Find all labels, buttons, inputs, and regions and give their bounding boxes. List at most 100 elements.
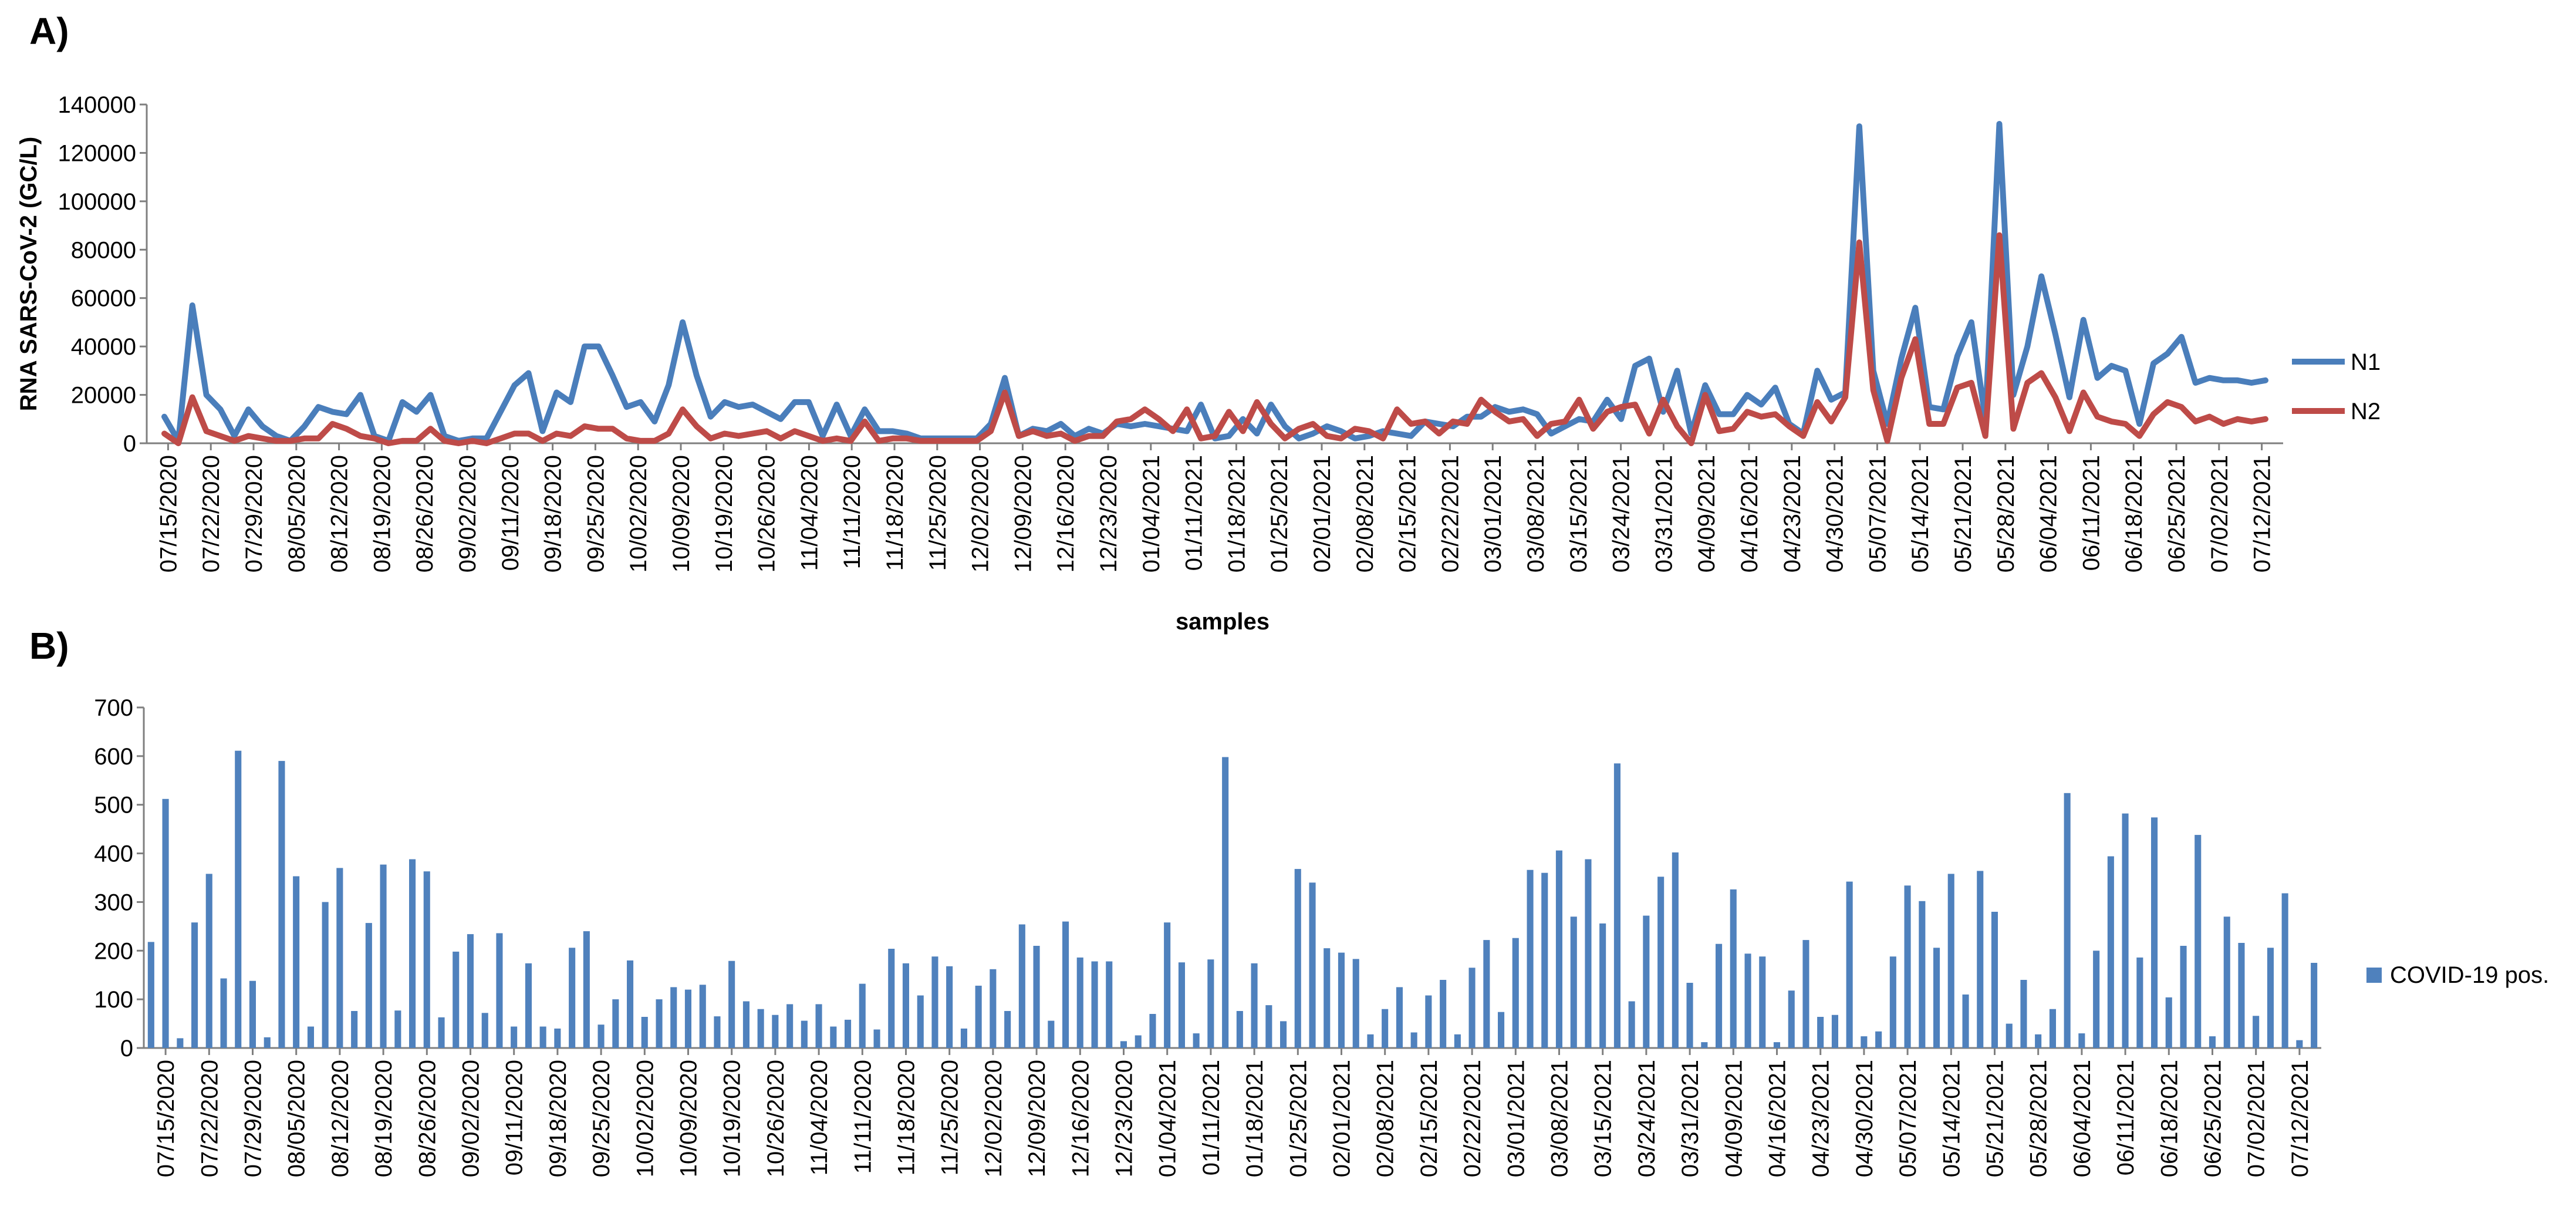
bar (322, 902, 329, 1048)
bar (2078, 1033, 2085, 1048)
panel-a-series (161, 121, 2268, 446)
panel-b-x-tick-label: 02/15/2021 (1416, 1060, 1442, 1177)
bar (525, 963, 532, 1048)
panel-a-x-tick-label: 10/09/2020 (669, 455, 694, 572)
panel-a-x-tick-label: 07/12/2021 (2250, 455, 2275, 572)
panel-b-y-tick-label: 700 (94, 695, 133, 721)
panel-b-x-tick-label: 06/11/2021 (2113, 1060, 2139, 1175)
panel-a-x-tick-label: 12/02/2020 (968, 455, 994, 572)
bar (1744, 953, 1751, 1048)
panel-a-x-tick-label: 06/04/2021 (2036, 455, 2062, 572)
legend-label-n1: N1 (2351, 349, 2381, 375)
panel-a-x-tick-label: 06/11/2021 (2078, 455, 2104, 571)
panel-b-x-tick-label: 11/11/2020 (850, 1060, 876, 1174)
bar (1207, 959, 1214, 1048)
bar (801, 1020, 808, 1048)
panel-b-x-tick-label: 01/25/2021 (1285, 1060, 1311, 1177)
bar (1018, 924, 1025, 1048)
bar (1991, 912, 1998, 1048)
panel-b-bars (147, 750, 2318, 1048)
bar (946, 966, 953, 1048)
panel-b-x-tick-label: 04/23/2021 (1808, 1060, 1834, 1177)
panel-b-x-tick-label: 07/02/2021 (2244, 1060, 2270, 1177)
panel-b-x-tick-label: 06/25/2021 (2200, 1060, 2226, 1177)
panel-a-x-tick-label: 01/04/2021 (1139, 455, 1164, 572)
panel-a-x-tick-label: 01/11/2021 (1181, 455, 1207, 571)
bar (147, 942, 154, 1048)
bar (1033, 946, 1040, 1048)
panel-a-x-tick-label: 03/08/2021 (1523, 455, 1549, 572)
bar (1193, 1033, 1200, 1048)
panel-a-x-tick-label: 11/25/2020 (925, 455, 951, 571)
bar (641, 1017, 648, 1048)
panel-a-x-tick-label: 05/28/2021 (1993, 455, 2019, 572)
series-line-n2 (161, 232, 2268, 446)
bar (496, 933, 503, 1048)
bar (2267, 948, 2274, 1048)
bar (2093, 951, 2100, 1048)
panel-b-x-tick-label: 01/11/2021 (1198, 1060, 1224, 1175)
panel-a-x-tick-label: 10/19/2020 (711, 455, 737, 572)
bar (1643, 915, 1650, 1048)
bar (1265, 1005, 1272, 1048)
panel-b-legend: COVID-19 pos. (2366, 962, 2549, 988)
bar (569, 948, 576, 1048)
panel-b-label: B) (29, 625, 69, 667)
bar (1846, 881, 1853, 1048)
panel-b-x-tick-label: 03/01/2021 (1503, 1060, 1529, 1177)
panel-a-y-tick-label: 140000 (58, 92, 136, 118)
bar (1178, 962, 1185, 1048)
panel-a-x-tick-label: 07/22/2020 (198, 455, 224, 572)
bar (191, 922, 198, 1048)
bar (1048, 1020, 1055, 1048)
panel-a-x-tick-label: 08/05/2020 (284, 455, 310, 572)
bar (888, 949, 895, 1048)
panel-a-y-tick-label: 100000 (58, 189, 136, 215)
bar (2180, 946, 2187, 1048)
bar (728, 961, 735, 1048)
bar (177, 1038, 184, 1048)
bar (1236, 1011, 1243, 1048)
panel-a-x-tick-label: 09/02/2020 (455, 455, 481, 572)
bar (1628, 1001, 1635, 1048)
panel-a-x-tick-label: 01/25/2021 (1267, 455, 1292, 572)
bar (1716, 943, 1723, 1048)
panel-a-x-tick-label: 05/21/2021 (1950, 455, 1976, 572)
bar (1352, 959, 1359, 1048)
bar (511, 1026, 518, 1048)
bar (714, 1016, 721, 1048)
bar (772, 1015, 779, 1048)
bar (742, 1001, 749, 1048)
bar (699, 985, 706, 1048)
panel-a-x-tick-label: 11/18/2020 (882, 455, 908, 571)
panel-b-x-tick-label: 02/01/2021 (1329, 1060, 1355, 1177)
bar (1280, 1021, 1287, 1048)
panel-a-x-tick-label: 08/12/2020 (327, 455, 353, 572)
bar (917, 995, 924, 1048)
bar (1498, 1012, 1505, 1048)
bar (975, 985, 982, 1048)
panel-b-y-tick-label: 0 (120, 1036, 133, 1061)
panel-b-x-tick-label: 12/23/2020 (1112, 1060, 1137, 1177)
bar (684, 989, 691, 1048)
panel-b-x-tick-label: 04/30/2021 (1852, 1060, 1878, 1177)
bar (1817, 1017, 1824, 1048)
bar (1962, 994, 1969, 1048)
panel-a-x-axis-title: samples (1176, 609, 1270, 635)
legend-label-covid: COVID-19 pos. (2390, 962, 2549, 988)
bar (815, 1004, 822, 1048)
panel-b-x-tick-label: 01/04/2021 (1155, 1060, 1181, 1177)
bar (307, 1026, 314, 1048)
panel-b-x-tick-label: 02/22/2021 (1460, 1060, 1485, 1177)
panel-b-x-tick-label: 05/21/2021 (1983, 1060, 2008, 1177)
panel-b-y-tick-label: 500 (94, 793, 133, 818)
bar (859, 983, 866, 1048)
bar (830, 1026, 837, 1048)
bar (467, 934, 474, 1048)
panel-a-y-axis-title: RNA SARS-CoV-2 (GC/L) (16, 137, 42, 411)
bar (394, 1010, 401, 1048)
panel-b-x-tick-label: 02/08/2021 (1373, 1060, 1399, 1177)
panel-a-x-tick-label: 05/07/2021 (1865, 455, 1890, 572)
bar (1251, 963, 1258, 1048)
